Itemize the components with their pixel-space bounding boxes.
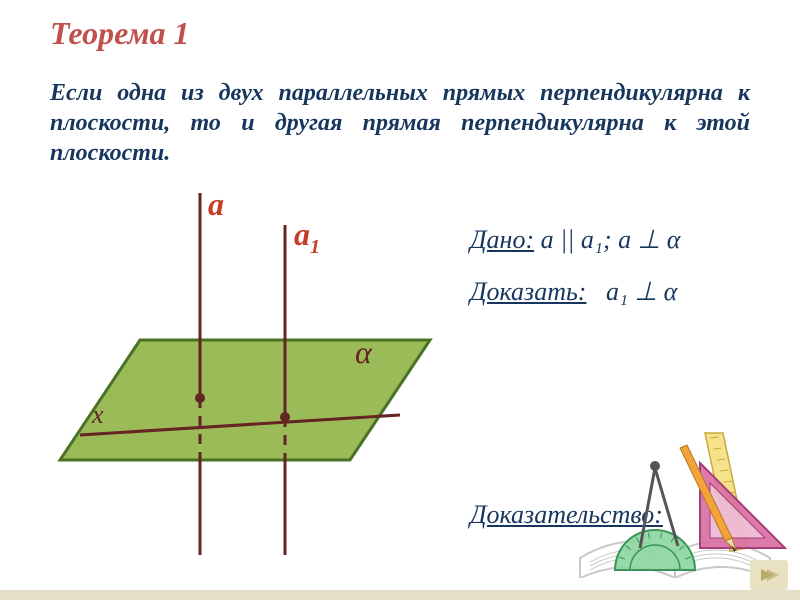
prove-row: Доказать: а₁ ⊥ α	[470, 277, 780, 307]
svg-text:а: а	[208, 186, 224, 222]
prove-text: а₁ ⊥ α	[606, 277, 677, 306]
diagram: а а1 α x	[20, 185, 460, 565]
theorem-title: Теорема 1	[50, 15, 190, 52]
given-label: Дано:	[470, 225, 534, 254]
svg-text:α: α	[355, 334, 373, 370]
given-row: Дано: а || а₁; а ⊥ α	[470, 225, 780, 255]
svg-text:x: x	[91, 400, 104, 429]
stationery-decor	[560, 428, 790, 578]
right-column: Дано: а || а₁; а ⊥ α Доказать: а₁ ⊥ α	[470, 225, 780, 329]
prove-label: Доказать:	[470, 277, 586, 306]
theorem-statement: Если одна из двух параллельных прямых пе…	[50, 78, 750, 168]
footer-strip	[0, 590, 800, 600]
slide: Теорема 1 Если одна из двух параллельных…	[0, 0, 800, 600]
given-text: а || а₁; а ⊥ α	[541, 225, 681, 254]
svg-text:а1: а1	[294, 216, 320, 258]
next-button[interactable]	[750, 560, 788, 590]
